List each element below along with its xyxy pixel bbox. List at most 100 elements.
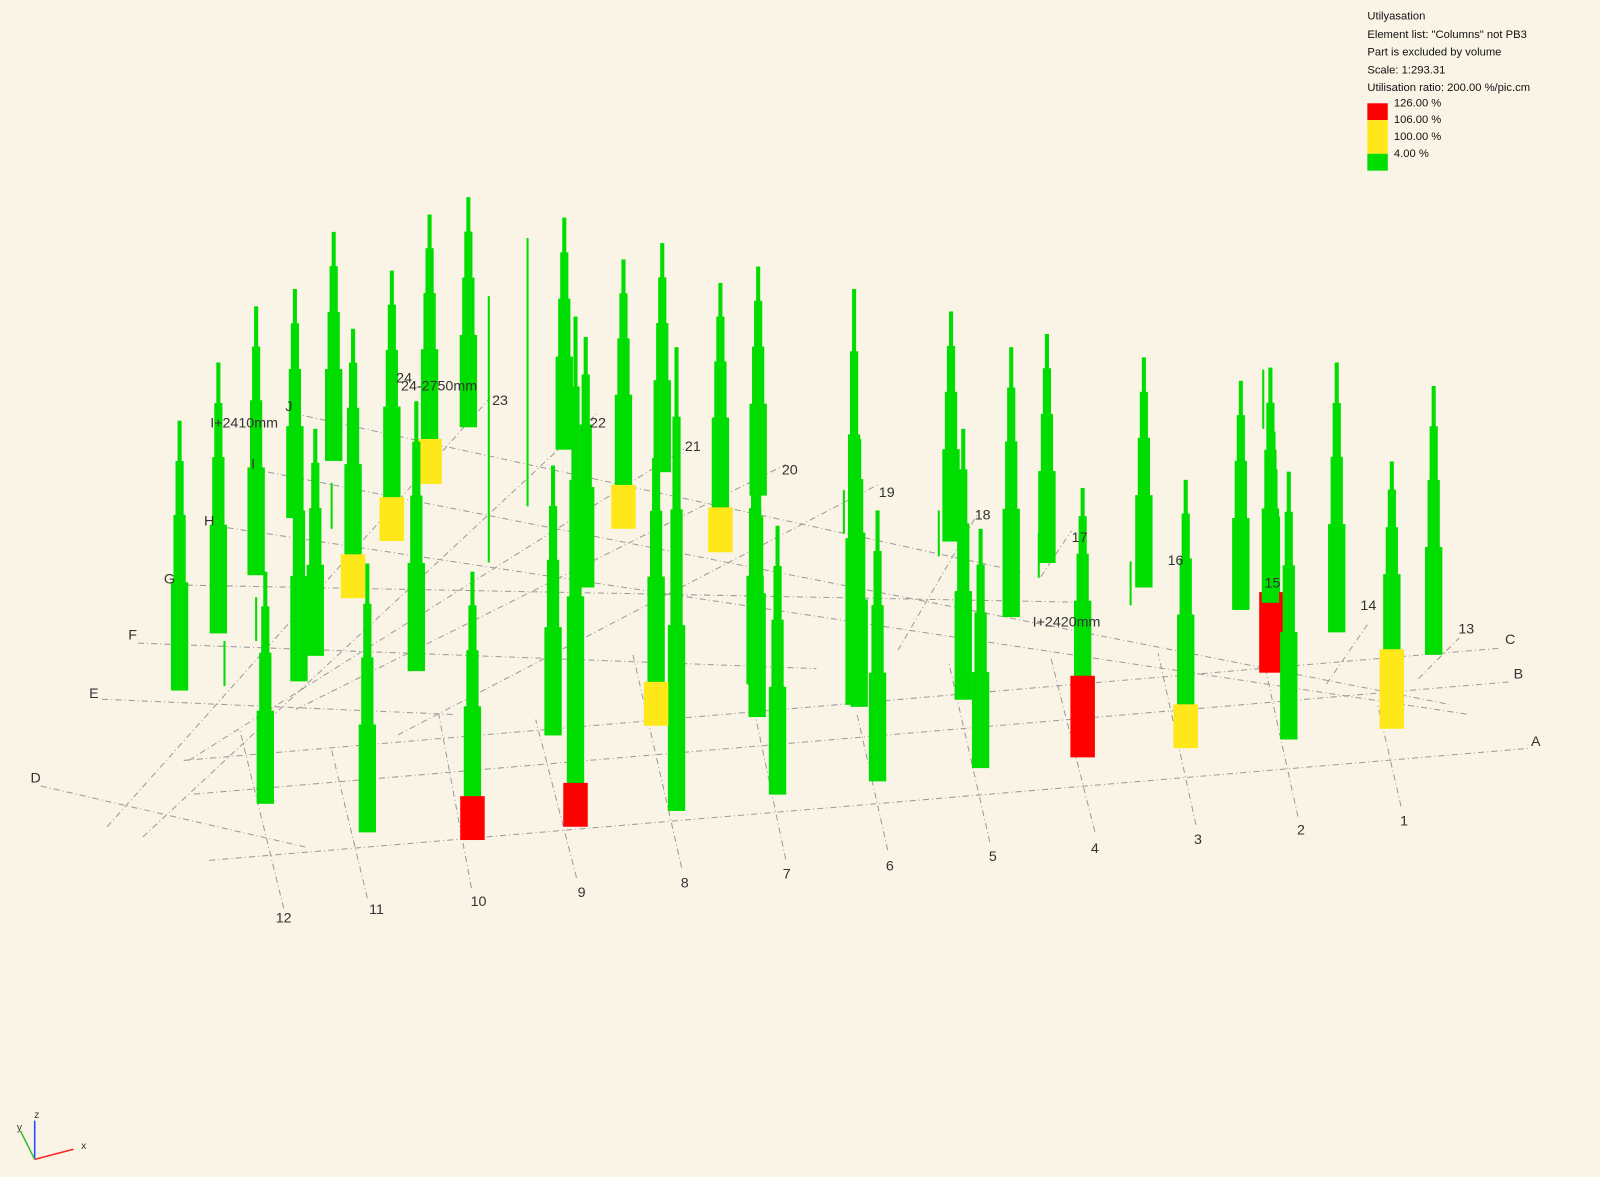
labels: ABCDEFGHIJ123456789101112131415161718192…: [17, 371, 1541, 1152]
column-thin: [487, 296, 490, 563]
column-segment: [1385, 527, 1398, 575]
grid-line: [948, 663, 991, 843]
column-segment: [619, 293, 628, 339]
column-segment: [410, 495, 423, 564]
grid-line: [214, 525, 1470, 716]
column-segment: [579, 424, 592, 488]
column-segment: [768, 686, 787, 795]
column-segment: [385, 349, 398, 408]
column-thin: [937, 510, 940, 557]
dimension-label: 24-2750mm: [401, 379, 477, 395]
column-base: [417, 439, 442, 484]
dimension-label: I+2410mm: [210, 415, 278, 431]
grid-number-label: 7: [783, 866, 791, 882]
grid-line: [209, 747, 1531, 861]
column-segment: [617, 338, 630, 396]
column-segment: [1328, 524, 1346, 633]
column-segment: [292, 289, 297, 324]
column-segment: [752, 346, 765, 405]
column-segment: [1332, 402, 1341, 458]
column-segment: [361, 657, 374, 726]
column-segment: [344, 464, 362, 555]
column-segment: [857, 439, 862, 480]
column-segment: [177, 420, 182, 462]
column-segment: [216, 362, 221, 404]
column-segment: [656, 323, 669, 381]
grid-number-label: 19: [879, 485, 895, 501]
legend-line: Utilisation ratio: 200.00 %/pic.cm: [1367, 82, 1530, 94]
grid-number-label: 9: [578, 885, 586, 901]
column-segment: [871, 605, 884, 674]
column-base: [708, 507, 733, 553]
grid-letter-label: B: [1514, 666, 1524, 682]
legend-line: Part is excluded by volume: [1367, 47, 1501, 59]
grid-line: [535, 719, 578, 878]
column-segment: [296, 418, 302, 459]
column-segment: [466, 650, 479, 707]
column-segment: [414, 401, 419, 443]
column-segment: [961, 428, 966, 470]
column-segment: [427, 214, 432, 249]
column-segment: [714, 361, 727, 419]
grid-line: [1326, 624, 1368, 685]
column-segment: [1383, 574, 1401, 650]
column-segment: [1135, 495, 1153, 588]
grid-line: [397, 484, 878, 736]
grid-line: [295, 464, 786, 710]
column-segment: [754, 300, 763, 348]
grid-number-label: 12: [276, 910, 292, 926]
column-segment: [466, 197, 471, 233]
column-segment: [850, 599, 868, 707]
column-segment: [463, 706, 482, 797]
column-segment: [852, 289, 857, 352]
grid-line: [632, 653, 683, 868]
column-segment: [1179, 558, 1192, 616]
column-base: [643, 681, 669, 726]
column-segment: [1177, 614, 1195, 705]
column-segment: [944, 391, 958, 450]
column-segment: [650, 510, 663, 578]
column-thin: [526, 237, 529, 507]
column-segment: [581, 374, 590, 425]
column-segment: [976, 564, 985, 613]
grid-letter-label: E: [89, 686, 99, 702]
column-thin: [1129, 561, 1132, 606]
column-segment: [214, 403, 223, 458]
column-segment: [1038, 471, 1056, 563]
column-segment: [329, 266, 338, 313]
column-segment: [674, 347, 679, 418]
column-segment: [365, 563, 370, 605]
grid-number-label: 14: [1360, 598, 1376, 614]
column-segment: [1232, 517, 1250, 610]
grid-line: [754, 714, 787, 860]
grid-number-label: 24: [396, 371, 412, 387]
column-segment: [948, 311, 954, 347]
grid-number-label: 20: [782, 462, 798, 478]
column-segment: [583, 336, 588, 375]
column-segment: [1139, 391, 1148, 439]
dimension-label: I+2420mm: [1033, 614, 1101, 630]
column-segment: [1284, 511, 1293, 566]
column-segment: [247, 467, 265, 576]
column-segment: [175, 461, 184, 516]
grid-number-label: 21: [685, 439, 701, 455]
column-thin: [330, 482, 333, 529]
grid-line: [1377, 704, 1402, 807]
column-segment: [959, 469, 968, 524]
column-base: [460, 796, 485, 841]
column-segment: [614, 394, 633, 486]
column-segment: [850, 351, 859, 435]
column-segment: [711, 417, 730, 508]
column-segment: [363, 603, 372, 658]
column-segment: [290, 575, 308, 682]
column-segment: [1141, 357, 1146, 393]
legend-swatch: [1367, 136, 1388, 154]
column-segment: [771, 619, 784, 688]
column-segment: [387, 304, 396, 351]
grid-number-label: 23: [492, 393, 508, 409]
column-segment: [544, 627, 562, 736]
column-segment: [1005, 441, 1018, 510]
grid-letter-label: I: [251, 456, 255, 472]
column-segment: [459, 334, 478, 428]
column-segment: [346, 407, 360, 465]
